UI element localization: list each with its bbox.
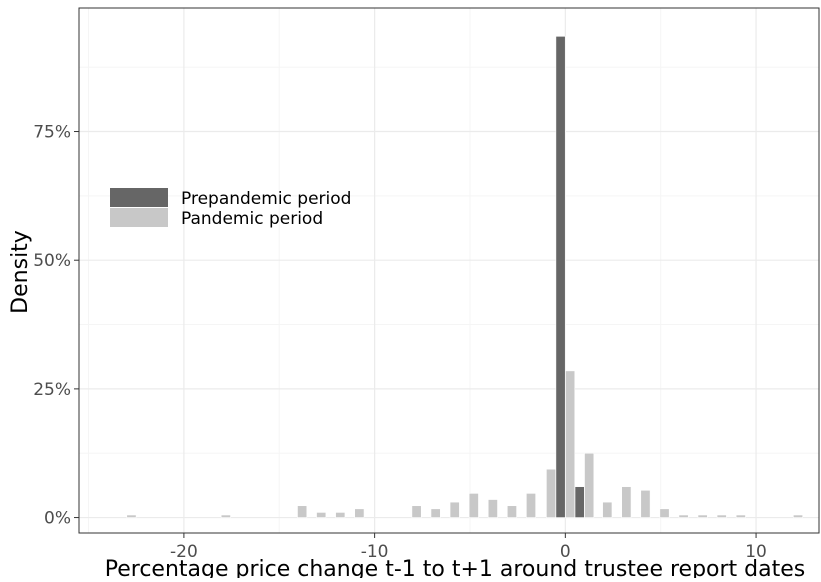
y-axis-label: Density	[8, 230, 33, 314]
bar-pandemic	[621, 486, 632, 518]
legend-label-pandemic: Pandemic period	[181, 209, 323, 229]
bar-pandemic	[678, 514, 689, 518]
bar-pandemic	[297, 505, 308, 518]
x-tick-label: 0	[560, 542, 571, 562]
x-tick-label: 10	[745, 542, 767, 562]
bar-pandemic	[126, 514, 137, 518]
y-tick-label: 0%	[44, 509, 71, 529]
bar-pandemic	[468, 493, 479, 518]
bar-pandemic	[565, 370, 576, 518]
bar-pandemic	[220, 514, 231, 518]
bar-pandemic	[354, 508, 365, 518]
bars	[126, 36, 803, 518]
bar-pandemic	[659, 508, 670, 518]
bar-prepandemic	[574, 486, 585, 518]
bar-pandemic	[526, 493, 536, 518]
legend-key-pandemic	[110, 208, 168, 227]
bar-pandemic	[316, 512, 327, 518]
y-tick-label: 75%	[33, 123, 71, 143]
bar-prepandemic	[555, 36, 566, 518]
legend-key-prepandemic	[110, 188, 168, 207]
legend-label-prepandemic: Prepandemic period	[181, 189, 351, 209]
x-axis-label: Percentage price change t-1 to t+1 aroun…	[105, 557, 806, 578]
bar-pandemic	[506, 505, 517, 518]
bar-pandemic	[335, 512, 346, 518]
bar-pandemic	[546, 468, 557, 518]
x-tick-label: -10	[361, 542, 389, 562]
bar-pandemic	[640, 489, 651, 518]
bar-pandemic	[793, 514, 803, 518]
bar-pandemic	[449, 501, 460, 518]
bar-pandemic	[584, 452, 595, 518]
bar-pandemic	[716, 514, 727, 518]
bar-pandemic	[697, 514, 708, 518]
panel-border	[78, 7, 820, 534]
bar-pandemic	[430, 508, 441, 518]
bar-pandemic	[602, 501, 613, 518]
y-tick-label: 50%	[33, 251, 71, 271]
x-tick-label: -20	[170, 542, 198, 562]
bar-pandemic	[411, 505, 422, 518]
bar-pandemic	[735, 514, 746, 518]
y-tick-label: 25%	[33, 380, 71, 400]
axes: -20 -10 0 10 0% 25% 50% 75%	[33, 123, 767, 562]
bar-pandemic	[487, 499, 498, 518]
